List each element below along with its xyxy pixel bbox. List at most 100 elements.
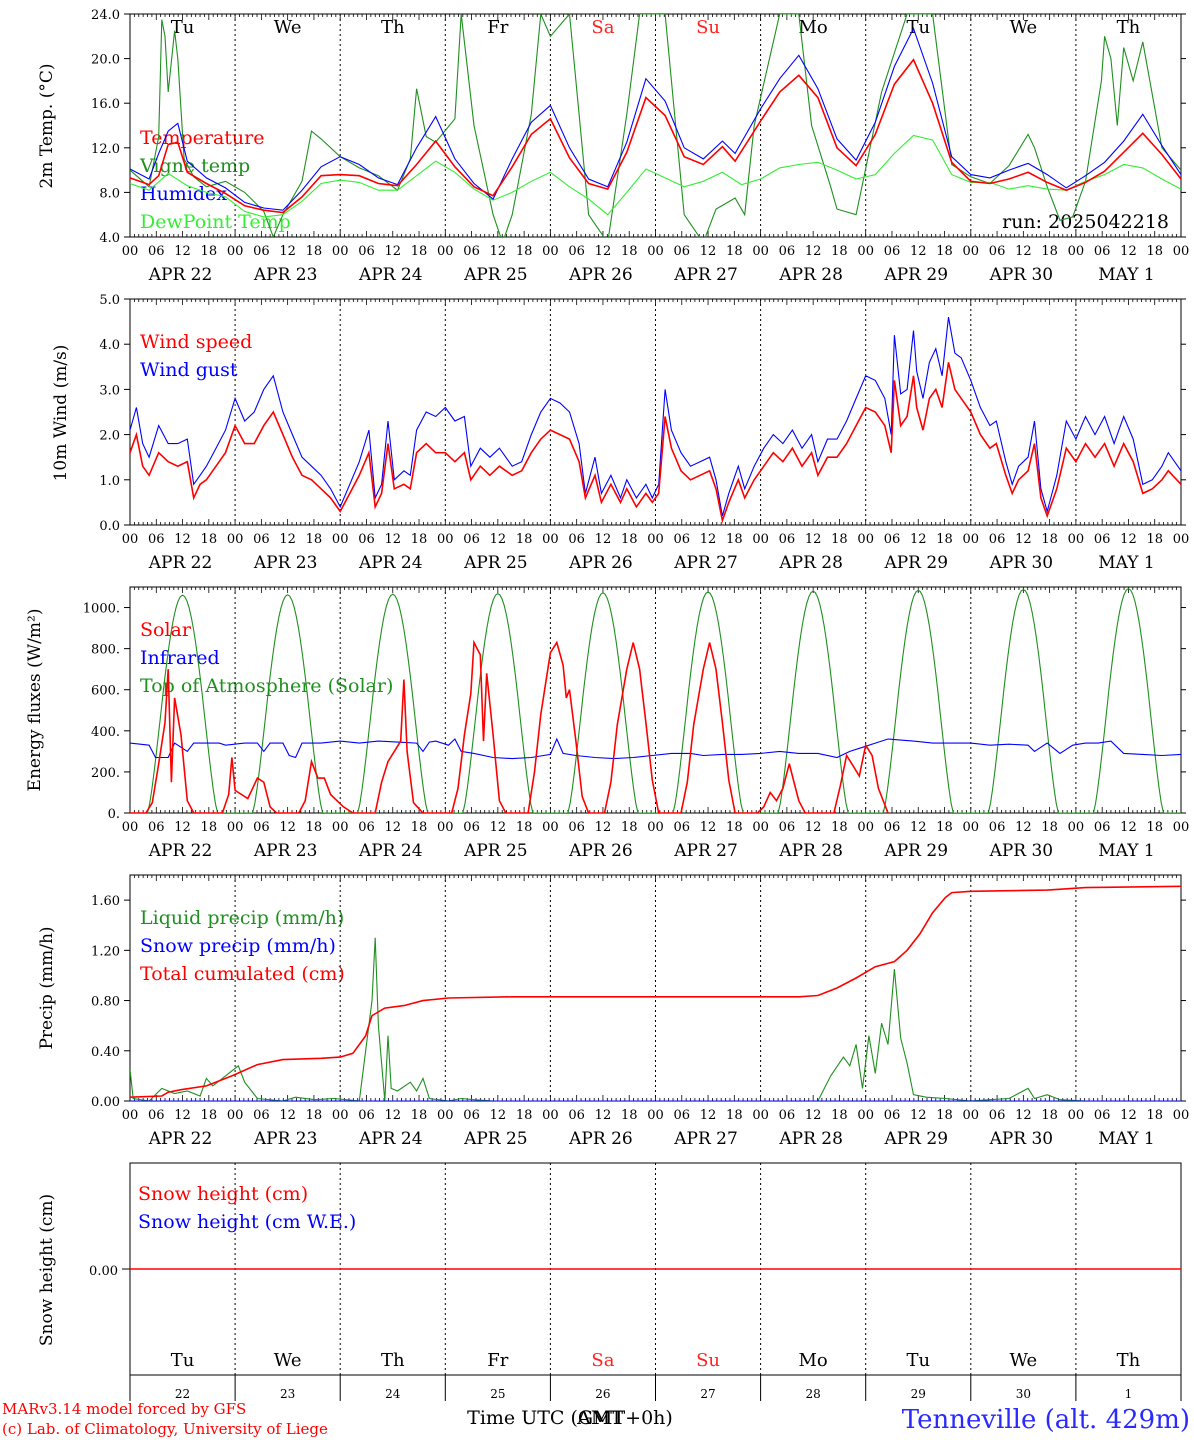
date-label: APR 24 — [358, 841, 423, 861]
hour-tick-label: 12 — [595, 820, 612, 835]
date-label: APR 25 — [463, 265, 528, 285]
plot-frame — [129, 586, 1182, 814]
date-label: APR 25 — [463, 841, 528, 861]
y-tick-label: 4.0 — [99, 231, 120, 246]
y-tick-label: 4.0 — [99, 338, 120, 353]
date-label: APR 30 — [989, 553, 1054, 573]
series-line — [130, 885, 1181, 1098]
y-tick-label: 200. — [91, 766, 120, 781]
date-label: APR 27 — [673, 841, 738, 861]
date-label: APR 30 — [989, 265, 1054, 285]
hour-tick-label: 00 — [542, 1108, 559, 1123]
hour-tick-label: 18 — [411, 820, 428, 835]
hour-tick-label: 00 — [437, 820, 454, 835]
hour-tick-label: 12 — [910, 532, 927, 547]
hour-tick-label: 12 — [490, 244, 507, 259]
date-label: APR 28 — [778, 841, 843, 861]
y-tick-label: 0.40 — [91, 1045, 120, 1060]
hour-tick-label: 12 — [595, 244, 612, 259]
date-label: APR 29 — [883, 1129, 948, 1149]
hour-tick-label: 12 — [805, 820, 822, 835]
hour-tick-label: 00 — [437, 1108, 454, 1123]
hour-tick-label: 06 — [674, 244, 691, 259]
y-tick-label: 8.0 — [99, 186, 120, 201]
date-label: APR 23 — [253, 1129, 318, 1149]
y-tick-label: 0.00 — [91, 1095, 120, 1110]
hour-tick-label: 06 — [568, 244, 585, 259]
weekday-label: We — [1010, 17, 1038, 38]
y-tick-label: 12.0 — [91, 142, 120, 157]
hour-tick-label: 18 — [1041, 1108, 1058, 1123]
hour-tick-label: 00 — [857, 532, 874, 547]
hour-tick-label: 06 — [568, 532, 585, 547]
hour-tick-label: 06 — [568, 1108, 585, 1123]
hour-tick-label: 18 — [1041, 532, 1058, 547]
hour-tick-label: 12 — [384, 820, 401, 835]
run-label: run: 2025042218 — [1002, 211, 1169, 233]
hour-tick-label: 00 — [1068, 532, 1085, 547]
date-label: APR 24 — [358, 553, 423, 573]
station-name: Tenneville (alt. 429m) — [902, 1405, 1190, 1435]
hour-tick-label: 06 — [1094, 244, 1111, 259]
legend-infrared: Infrared — [140, 647, 220, 669]
y-tick-label: 1.20 — [91, 944, 120, 959]
y-tick-label: 600. — [91, 684, 120, 699]
hour-tick-label: 00 — [857, 1108, 874, 1123]
date-label: APR 30 — [989, 841, 1054, 861]
legend-liquid-precip: Liquid precip (mm/h) — [140, 907, 344, 929]
hour-tick-label: 12 — [805, 532, 822, 547]
date-label: MAY 1 — [1098, 1129, 1154, 1149]
legend-solar: Solar — [140, 619, 192, 641]
hour-tick-label: 18 — [1146, 820, 1163, 835]
hour-tick-label: 00 — [1173, 244, 1190, 259]
hour-tick-label: 18 — [621, 244, 638, 259]
date-label: APR 23 — [253, 265, 318, 285]
hour-tick-label: 06 — [253, 820, 270, 835]
y-tick-label: 16.0 — [91, 97, 120, 112]
hour-tick-label: 06 — [884, 820, 901, 835]
hour-tick-label: 06 — [989, 244, 1006, 259]
hour-tick-label: 12 — [1015, 532, 1032, 547]
hour-tick-label: 00 — [963, 820, 980, 835]
hour-tick-label: 18 — [306, 1108, 323, 1123]
weekday-label: Fr — [487, 17, 508, 38]
date-label: APR 27 — [673, 553, 738, 573]
series-line — [130, 587, 1181, 813]
series-line — [130, 362, 1181, 524]
hour-tick-label: 06 — [674, 532, 691, 547]
hour-tick-label: 12 — [700, 532, 717, 547]
hour-tick-label: 06 — [148, 244, 165, 259]
hour-tick-label: 06 — [148, 532, 165, 547]
hour-tick-label: 12 — [595, 532, 612, 547]
day-number-label: 27 — [700, 1387, 715, 1401]
hour-tick-label: 18 — [411, 1108, 428, 1123]
hour-tick-label: 12 — [490, 1108, 507, 1123]
date-label: APR 29 — [883, 841, 948, 861]
hour-tick-label: 12 — [1015, 1108, 1032, 1123]
hour-tick-label: 00 — [1068, 820, 1085, 835]
hour-tick-label: 12 — [279, 820, 296, 835]
legend-snow-height-we: Snow height (cm W.E.) — [138, 1211, 356, 1233]
hour-tick-label: 12 — [279, 244, 296, 259]
hour-tick-label: 00 — [752, 820, 769, 835]
weekday-label: Su — [696, 17, 720, 38]
hour-tick-label: 18 — [201, 1108, 218, 1123]
day-number-label: 22 — [175, 1387, 190, 1401]
weekday-label: Su — [696, 1350, 720, 1371]
series-line — [130, 58, 1181, 214]
hour-tick-label: 18 — [306, 532, 323, 547]
temperature-y-axis-label: 2m Temp. (°C) — [37, 63, 57, 188]
hour-tick-label: 12 — [1120, 820, 1137, 835]
legend-snow-height: Snow height (cm) — [138, 1183, 308, 1205]
y-tick-label: 20.0 — [91, 53, 120, 68]
temperature-panel: 2m Temp. (°C) Temperature Vigne temp Hum… — [37, 8, 1189, 285]
hour-tick-label: 00 — [542, 244, 559, 259]
hour-tick-label: 00 — [227, 820, 244, 835]
hour-tick-label: 18 — [621, 1108, 638, 1123]
weekday-label: Sa — [591, 1350, 614, 1371]
series-line — [130, 27, 1181, 211]
energy-y-axis-label: Energy fluxes (W/m²) — [25, 609, 45, 792]
hour-tick-label: 18 — [1146, 532, 1163, 547]
hour-tick-label: 12 — [174, 820, 191, 835]
